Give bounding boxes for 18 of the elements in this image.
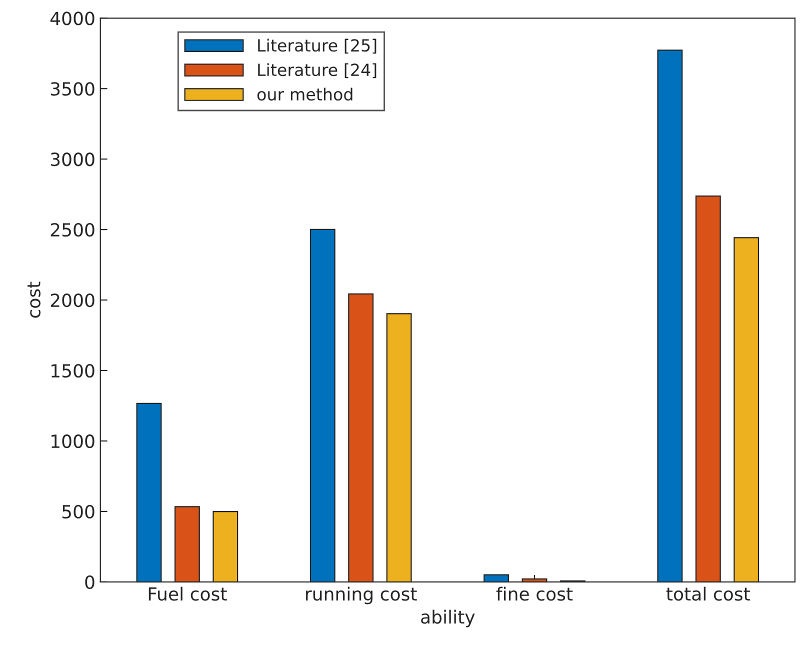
y-tick-label: 2500 <box>50 223 94 237</box>
y-tick-label: 4000 <box>50 12 94 26</box>
y-tick-label: 0 <box>85 575 94 590</box>
x-tick-label: running cost <box>306 586 417 604</box>
x-axis-title: ability <box>421 610 475 628</box>
y-tick-label: 1500 <box>52 364 94 378</box>
y-tick-label: 500 <box>62 504 94 519</box>
y-axis-title: cost <box>28 282 41 318</box>
legend-label: Literature [24] <box>258 63 376 78</box>
y-tick-label: 1000 <box>52 434 94 448</box>
x-tick-label: total cost <box>666 586 750 601</box>
y-tick-label: 3500 <box>50 82 94 96</box>
legend-label: our method <box>257 88 352 101</box>
legend-label: Literature [25] <box>258 38 376 54</box>
y-tick-label: 2000 <box>50 293 94 308</box>
x-tick-label: Fuel cost <box>148 586 227 601</box>
y-tick-label: 3000 <box>50 152 94 166</box>
x-tick-label: fine cost <box>496 586 573 601</box>
